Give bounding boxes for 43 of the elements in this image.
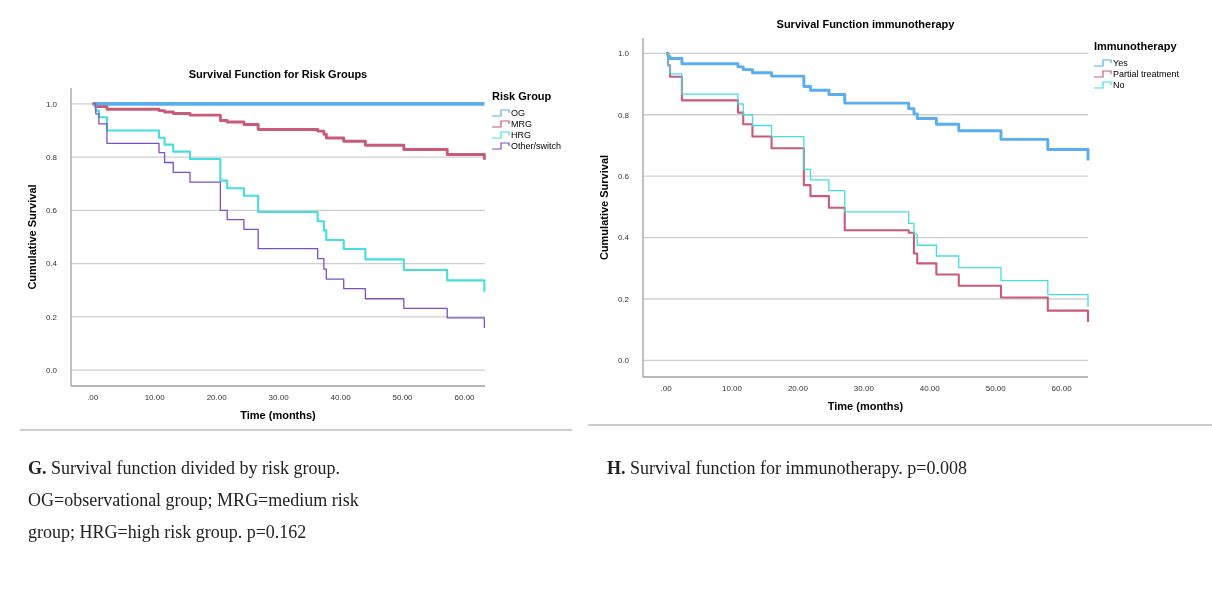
x-tick-label: 10.00 (721, 384, 743, 393)
x-tick-label: .00 (87, 393, 99, 402)
chart-title: Survival Function immunotherapy (776, 18, 956, 30)
legend-label: Other/switch (511, 141, 562, 152)
legend-title: Immunotherapy (1094, 40, 1178, 52)
legend-label: MRG (511, 119, 532, 130)
legend-label: OG (511, 108, 526, 119)
y-tick-label: 0.0 (617, 356, 630, 366)
y-tick-label: 0.2 (617, 294, 630, 304)
y-tick-label: 0.0 (45, 365, 58, 375)
y-tick-label: 0.2 (45, 312, 58, 322)
legend-title: Risk Group (492, 90, 552, 102)
x-tick-label: 10.00 (144, 393, 166, 402)
y-tick-label: 1.0 (45, 99, 58, 109)
x-tick-label: 60.00 (1051, 384, 1073, 393)
y-axis-title: Cumulative Survival (26, 184, 38, 290)
y-tick-label: 0.6 (617, 171, 630, 181)
x-tick-label: 20.00 (206, 393, 228, 402)
y-tick-label: 0.4 (617, 233, 630, 243)
x-tick-label: .00 (660, 384, 673, 393)
x-tick-label: 40.00 (330, 393, 352, 402)
x-tick-label: 40.00 (919, 384, 941, 393)
legend-label: HRG (511, 130, 531, 141)
x-tick-label: 30.00 (268, 393, 290, 402)
y-tick-label: 0.8 (617, 110, 630, 120)
y-tick-label: 1.0 (617, 49, 630, 59)
x-tick-label: 20.00 (787, 384, 809, 393)
x-tick-label: 60.00 (454, 393, 476, 402)
y-tick-label: 0.8 (45, 152, 58, 162)
x-tick-label: 50.00 (392, 393, 414, 402)
y-axis-title: Cumulative Survival (598, 154, 610, 261)
chart-title: Survival Function for Risk Groups (188, 68, 368, 80)
text: H. Survival function for immunotherapy. p=0.008 (607, 458, 967, 478)
legend-label: No (1113, 80, 1125, 91)
legend-label: Partial treatment (1113, 69, 1180, 80)
text: G. Survival function divided by risk group. OG=observational group; MRG=medium risk group; HRG=high risk group. p=0.162 (28, 458, 359, 542)
x-tick-label: 50.00 (985, 384, 1007, 393)
x-axis-title: Time (months) (827, 400, 904, 412)
y-tick-label: 0.6 (45, 206, 58, 216)
legend-label: Yes (1113, 58, 1129, 69)
y-tick-label: 0.4 (45, 259, 58, 269)
x-axis-title: Time (months) (240, 409, 317, 421)
x-tick-label: 30.00 (853, 384, 875, 393)
